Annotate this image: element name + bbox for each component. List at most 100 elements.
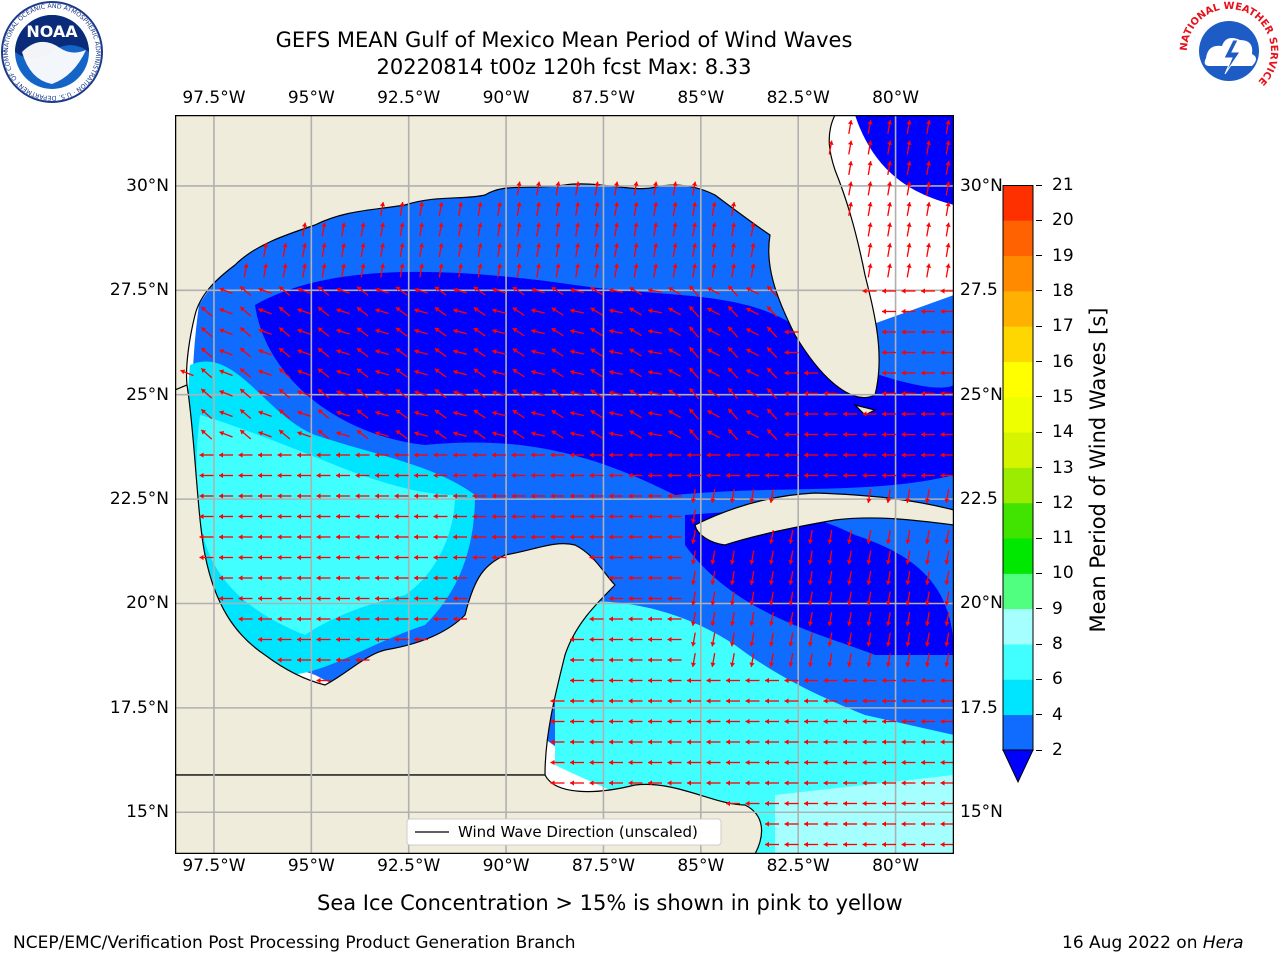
direction-arrow: [885, 550, 892, 565]
direction-arrow: [457, 242, 464, 258]
direction-arrow: [535, 242, 542, 258]
direction-arrow: [745, 677, 760, 684]
direction-arrow: [434, 327, 447, 337]
direction-arrow: [379, 201, 386, 217]
direction-arrow: [648, 575, 662, 581]
direction-arrow: [823, 452, 838, 458]
lat-tick-left-1: 27.5°N: [109, 280, 169, 301]
direction-arrow: [628, 657, 643, 663]
direction-arrow: [609, 410, 623, 416]
direction-arrow: [691, 242, 698, 258]
direction-arrow: [433, 595, 448, 602]
colorbar-segment-11: [1003, 326, 1033, 362]
direction-arrow: [688, 387, 700, 400]
lon-tick-top-6: 82.5°W: [766, 88, 830, 108]
direction-arrow: [921, 308, 935, 315]
direction-arrow: [843, 472, 857, 479]
direction-arrow: [906, 119, 912, 135]
direction-arrow: [438, 201, 444, 217]
direction-arrow: [433, 575, 448, 581]
direction-arrow: [219, 430, 233, 438]
direction-arrow: [707, 307, 720, 316]
direction-arrow: [570, 431, 584, 437]
direction-arrow: [531, 472, 545, 479]
direction-arrow: [652, 181, 659, 196]
direction-arrow: [688, 326, 700, 338]
direction-arrow: [945, 140, 951, 155]
direction-arrow: [219, 534, 233, 540]
direction-arrow: [711, 263, 717, 278]
direction-arrow: [944, 550, 950, 565]
direction-arrow: [219, 554, 233, 561]
direction-arrow: [589, 452, 604, 458]
caribbean-band-8to9: [775, 775, 954, 854]
direction-arrow: [687, 759, 701, 766]
direction-arrow: [905, 550, 911, 565]
direction-arrow: [867, 242, 873, 258]
direction-arrow: [239, 367, 252, 379]
direction-arrow: [551, 327, 564, 337]
direction-arrow: [551, 430, 564, 439]
direction-arrow: [945, 160, 951, 176]
direction-arrow: [594, 263, 600, 278]
lon-tick-top-3: 90°W: [482, 88, 530, 108]
direction-arrow: [730, 242, 737, 258]
direction-arrow: [433, 554, 448, 561]
direction-arrow: [667, 677, 682, 684]
direction-arrow: [648, 677, 662, 684]
direction-arrow: [726, 759, 740, 766]
direction-arrow: [200, 367, 213, 379]
direction-arrow: [399, 201, 405, 217]
colorbar-segment-9: [1003, 396, 1033, 433]
direction-arrow: [200, 408, 213, 420]
direction-arrow: [512, 307, 525, 316]
direction-arrow: [940, 472, 954, 479]
direction-arrow: [882, 288, 896, 294]
wind-wave-direction-arrows: [180, 119, 954, 848]
direction-arrow: [453, 616, 467, 622]
direction-arrow: [457, 222, 464, 237]
host-name: Hera: [1202, 933, 1244, 953]
direction-arrow: [511, 452, 526, 458]
direction-arrow: [726, 472, 740, 479]
direction-arrow: [258, 369, 272, 377]
direction-arrow: [492, 308, 506, 314]
direction-arrow: [882, 821, 896, 827]
direction-arrow: [438, 222, 444, 237]
direction-arrow: [570, 472, 584, 479]
direction-arrow: [788, 591, 794, 606]
direction-arrow: [886, 160, 893, 176]
direction-arrow: [375, 287, 389, 294]
colorbar-tick-16: 21: [1052, 175, 1074, 195]
direction-arrow: [609, 759, 623, 766]
direction-arrow: [609, 636, 623, 643]
lon-tick-top-0: 97.5°W: [182, 88, 246, 108]
direction-arrow: [594, 201, 600, 217]
direction-arrow: [219, 575, 233, 581]
direction-arrow: [609, 780, 623, 786]
direction-arrow: [862, 677, 877, 684]
direction-arrow: [316, 595, 331, 602]
direction-arrow: [258, 328, 272, 336]
direction-arrow: [867, 263, 873, 278]
lat-tick-left-2: 25°N: [126, 384, 169, 405]
direction-arrow: [336, 287, 350, 294]
map-panel: Wind Wave Direction (unscaled): [175, 115, 954, 854]
direction-arrow: [768, 652, 775, 668]
direction-arrow: [297, 287, 311, 294]
direction-arrow: [846, 611, 853, 627]
direction-arrow: [297, 493, 311, 499]
direction-arrow: [277, 472, 292, 479]
direction-arrow: [688, 367, 700, 379]
direction-arrow: [921, 390, 935, 397]
direction-arrow: [648, 472, 662, 479]
direction-arrow: [628, 534, 643, 540]
direction-arrow: [394, 534, 409, 540]
direction-arrow: [901, 288, 916, 294]
direction-arrow: [867, 201, 873, 217]
caribbean-band-lt2: [685, 511, 954, 655]
direction-arrow: [766, 285, 778, 297]
direction-arrow: [690, 632, 697, 647]
direction-arrow: [629, 286, 642, 296]
direction-arrow: [609, 575, 623, 581]
